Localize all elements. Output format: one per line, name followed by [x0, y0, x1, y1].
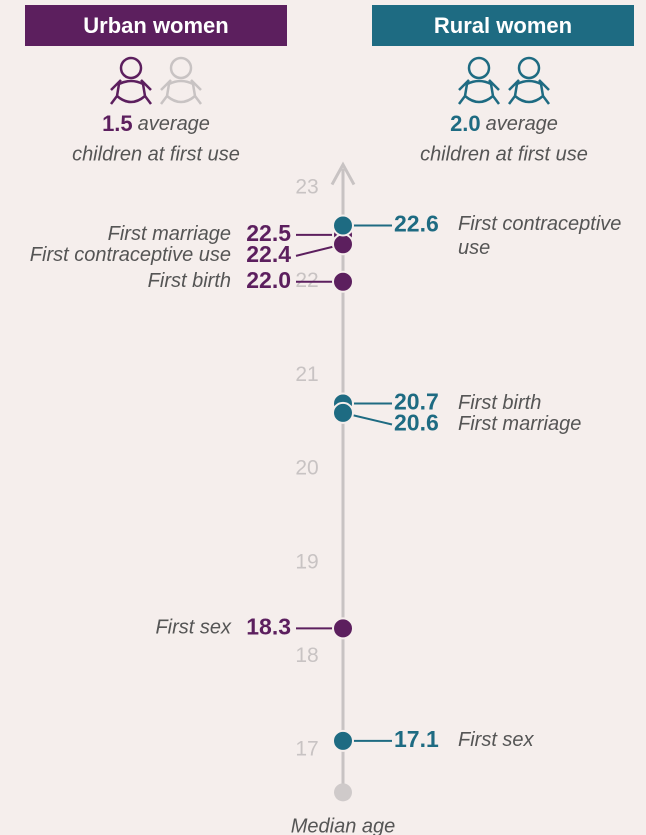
children-text: children at first use	[420, 143, 588, 165]
point-label: First contraceptive use	[30, 244, 231, 266]
point	[332, 233, 354, 256]
point-label: First sex	[155, 617, 232, 639]
header-title: Urban women	[83, 13, 228, 38]
y-tick-label: 17	[295, 738, 318, 761]
value-label: 22.4	[246, 241, 291, 267]
children-text: average	[486, 113, 558, 135]
children-summary: 1.5 average	[102, 111, 210, 136]
y-tick-label: 18	[295, 644, 318, 667]
icon-head	[169, 56, 193, 80]
children-value: 1.5	[102, 111, 133, 136]
children-icons	[110, 56, 202, 105]
point-label-box: First sex	[458, 728, 534, 751]
value-label: 22.6	[394, 211, 439, 237]
y-tick-label: 23	[295, 176, 318, 199]
point-label-box: First birth	[458, 391, 542, 414]
header-box	[25, 5, 287, 46]
value-label: 20.6	[394, 410, 439, 436]
axis-arrow	[330, 161, 356, 186]
icon-body	[458, 79, 500, 105]
header-title: Rural women	[434, 13, 572, 38]
icon-body	[160, 79, 202, 105]
point	[332, 401, 354, 424]
y-tick-label: 21	[295, 363, 318, 386]
y-tick-label: 19	[295, 550, 318, 573]
children-icons	[458, 56, 550, 105]
value-label: 22.5	[246, 220, 291, 246]
children-text: children at first use	[72, 143, 240, 165]
point-label-box: First marriage	[458, 412, 582, 435]
value-label: 22.0	[246, 267, 291, 293]
point-label: First birth	[148, 270, 231, 292]
point	[332, 729, 354, 752]
axis-end	[334, 783, 352, 802]
icon-head	[119, 56, 143, 80]
icon-head	[517, 56, 541, 80]
children-text: average	[138, 113, 210, 135]
children-summary: 2.0 average	[450, 111, 558, 136]
icon-body	[508, 79, 550, 105]
axis-label: Median age	[291, 816, 396, 835]
point-label-box: First contraceptive use	[458, 213, 622, 260]
y-tick-label: 20	[295, 457, 318, 480]
icon-body	[110, 79, 152, 105]
value-label: 17.1	[394, 726, 439, 752]
point-label: First sex	[458, 728, 534, 751]
children-value: 2.0	[450, 111, 481, 136]
icon-head	[467, 56, 491, 80]
point	[332, 617, 354, 640]
point-label: First marriage	[458, 412, 582, 435]
point-label: First contraceptive use	[458, 213, 622, 260]
value-label: 20.7	[394, 389, 439, 415]
point-label: First birth	[458, 391, 542, 414]
value-label: 18.3	[246, 613, 291, 639]
point	[332, 270, 354, 293]
point	[332, 214, 354, 237]
point-label: First marriage	[108, 223, 231, 245]
header-box	[372, 5, 634, 46]
